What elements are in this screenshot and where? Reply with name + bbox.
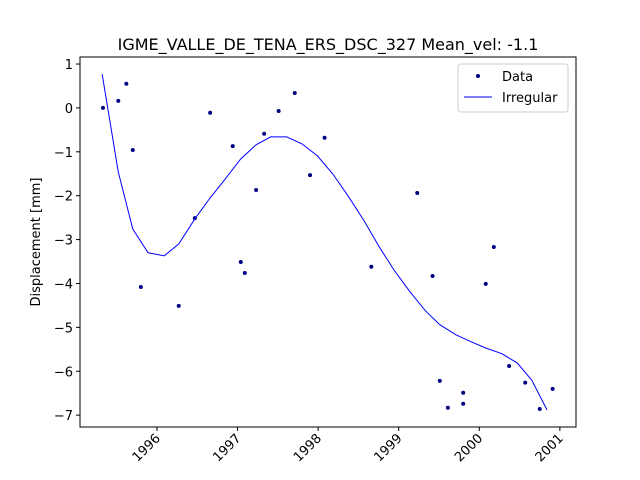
data-point <box>176 303 181 308</box>
legend-label: Data <box>502 70 533 85</box>
y-tick-label: −1 <box>54 146 73 161</box>
data-point <box>523 380 528 385</box>
data-point <box>308 173 313 178</box>
legend-label: Irregular <box>502 91 558 106</box>
data-point <box>550 386 555 391</box>
data-point <box>130 148 135 153</box>
data-point <box>124 81 129 86</box>
data-point <box>430 274 435 279</box>
data-point <box>507 363 512 368</box>
legend-box <box>457 63 569 113</box>
data-point <box>483 281 488 286</box>
y-tick-label: −6 <box>54 365 73 380</box>
data-point <box>415 191 420 196</box>
y-tick-label: 1 <box>65 58 73 73</box>
data-point <box>322 135 327 140</box>
y-tick-label: 0 <box>65 102 73 117</box>
data-point <box>230 144 235 149</box>
data-point <box>100 105 105 110</box>
data-point <box>262 131 267 136</box>
data-point <box>292 90 297 95</box>
y-axis-label: Displacement [mm] <box>29 178 44 307</box>
data-point <box>491 245 496 250</box>
chart-title: IGME_VALLE_DE_TENA_ERS_DSC_327 Mean_vel:… <box>118 35 539 55</box>
legend-marker <box>476 74 480 78</box>
data-line <box>101 74 548 411</box>
y-tick-label: −2 <box>54 190 73 205</box>
data-point <box>461 401 466 406</box>
data-point <box>369 264 374 269</box>
data-point <box>208 110 213 115</box>
data-point <box>254 187 259 192</box>
axes-frame <box>79 56 577 428</box>
y-tick-label: −5 <box>54 321 73 336</box>
y-tick-label: −3 <box>54 234 73 249</box>
data-point <box>445 405 450 410</box>
data-point <box>537 407 542 412</box>
data-point <box>238 259 243 264</box>
data-point <box>116 98 121 103</box>
data-point <box>242 270 247 275</box>
y-tick-label: −7 <box>54 409 73 424</box>
data-point <box>276 108 281 113</box>
data-point <box>437 378 442 383</box>
data-point <box>138 284 143 289</box>
y-tick-label: −4 <box>54 277 73 292</box>
data-point <box>461 390 466 395</box>
